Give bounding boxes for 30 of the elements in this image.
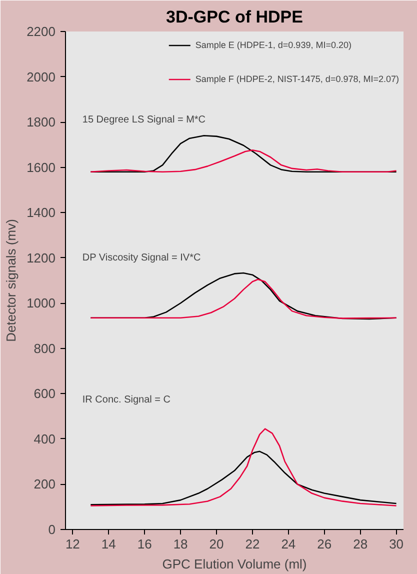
- y-tick-label: 1600: [26, 160, 56, 175]
- x-tick-label: 14: [101, 536, 116, 552]
- annotation: 15 Degree LS Signal = M*C: [82, 114, 206, 126]
- y-tick-label: 200: [34, 476, 56, 492]
- x-tick-label: 22: [245, 536, 260, 552]
- x-tick-label: 26: [317, 536, 332, 552]
- x-tick-label: 20: [209, 536, 224, 552]
- y-tick-label: 2200: [26, 24, 56, 39]
- y-tick-label: 1200: [26, 250, 56, 266]
- y-tick-label: 1000: [26, 296, 56, 311]
- x-tick-label: 16: [137, 536, 152, 552]
- x-axis-title: GPC Elution Volume (ml): [162, 556, 307, 572]
- y-tick-label: 0: [48, 522, 56, 537]
- x-tick-label: 30: [389, 536, 404, 552]
- y-tick-label: 1800: [26, 114, 56, 130]
- y-tick-label: 400: [34, 431, 56, 446]
- annotation: DP Viscosity Signal = IV*C: [82, 252, 201, 264]
- y-tick-label: 600: [34, 386, 56, 402]
- y-tick-label: 800: [34, 340, 56, 356]
- x-tick-label: 12: [65, 536, 80, 552]
- legend-label: Sample E (HDPE-1, d=0.939, MI=0.20): [195, 39, 352, 51]
- x-tick-label: 18: [173, 536, 188, 552]
- y-tick-label: 1400: [26, 205, 56, 220]
- x-tick-label: 28: [353, 536, 368, 552]
- annotation: IR Conc. Signal = C: [82, 394, 171, 406]
- x-tick-label: 24: [281, 536, 296, 552]
- y-tick-label: 2000: [26, 69, 56, 84]
- legend-label: Sample F (HDPE-2, NIST-1475, d=0.978, MI=2.07): [195, 73, 399, 85]
- chart-title: 3D-GPC of HDPE: [166, 8, 303, 26]
- y-axis-title: Detector signals (mv): [4, 219, 19, 342]
